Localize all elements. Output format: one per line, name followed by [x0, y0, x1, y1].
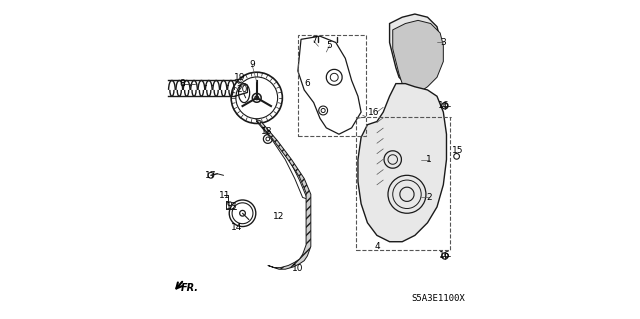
Text: 9: 9 — [249, 60, 255, 69]
Text: 13: 13 — [226, 203, 237, 211]
Text: 5: 5 — [326, 41, 332, 50]
Text: 19: 19 — [234, 73, 245, 82]
Text: 16: 16 — [438, 101, 449, 110]
Text: 16: 16 — [439, 251, 451, 260]
Text: 15: 15 — [452, 145, 463, 154]
Text: S5A3E1100X: S5A3E1100X — [412, 294, 465, 303]
Polygon shape — [256, 119, 311, 269]
Text: 10: 10 — [292, 264, 303, 273]
Text: 17: 17 — [205, 171, 217, 180]
Text: 11: 11 — [220, 191, 231, 200]
Text: 16: 16 — [368, 108, 380, 116]
Polygon shape — [393, 20, 444, 93]
Text: 1: 1 — [426, 155, 432, 164]
Text: FR.: FR. — [181, 283, 199, 293]
Text: 4: 4 — [374, 242, 380, 251]
Text: 14: 14 — [230, 223, 242, 232]
Polygon shape — [358, 84, 447, 242]
Text: 8: 8 — [180, 79, 186, 88]
Text: 12: 12 — [273, 212, 285, 221]
Text: 18: 18 — [260, 127, 272, 136]
Text: 20: 20 — [237, 85, 248, 94]
Text: 6: 6 — [305, 79, 310, 88]
Polygon shape — [390, 14, 440, 87]
Text: 3: 3 — [440, 38, 446, 47]
Text: 2: 2 — [426, 193, 432, 202]
Text: 7: 7 — [311, 36, 317, 45]
